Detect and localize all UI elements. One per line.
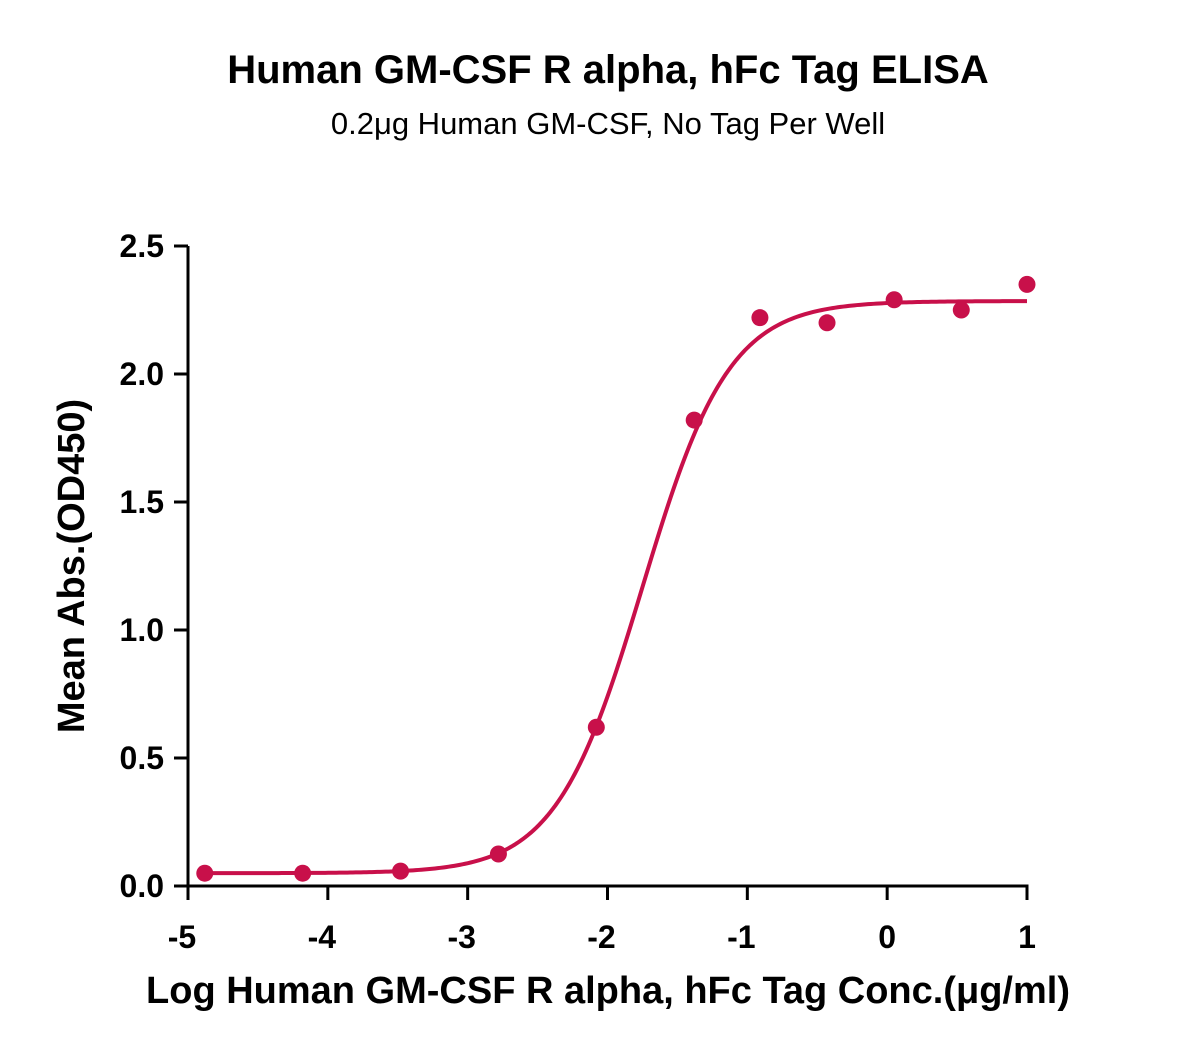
x-tick-label: -3 [447, 919, 475, 955]
y-axis: 0.0 0.5 1.0 1.5 2.0 2.5 [120, 228, 190, 904]
x-tick-label: -5 [168, 919, 196, 955]
data-point [1018, 275, 1036, 293]
x-tick-label: -1 [727, 919, 755, 955]
x-tick-label: 1 [1018, 919, 1036, 955]
y-tick-label: 1.5 [120, 484, 164, 520]
fit-curve [204, 299, 1028, 876]
data-point [952, 301, 970, 319]
chart-title: Human GM-CSF R alpha, hFc Tag ELISA [227, 48, 989, 92]
data-point [294, 864, 312, 882]
fit-curve-layer [204, 299, 1028, 876]
x-tick-label: -2 [587, 919, 615, 955]
x-tick-label: 0 [878, 919, 896, 955]
data-point [685, 411, 703, 429]
y-tick-label: 0.0 [120, 868, 164, 904]
data-point [818, 314, 836, 332]
y-tick-label: 2.0 [120, 356, 164, 392]
y-tick-label: 0.5 [120, 740, 164, 776]
y-tick-label: 1.0 [120, 612, 164, 648]
data-point [751, 309, 769, 327]
y-axis-label: Mean Abs.(OD450) [51, 399, 93, 733]
data-point [885, 291, 903, 309]
data-point [392, 862, 410, 880]
x-axis-label: Log Human GM-CSF R alpha, hFc Tag Conc.(… [146, 970, 1070, 1012]
y-tick-label: 2.5 [120, 228, 164, 264]
x-tick-label: -4 [308, 919, 337, 955]
data-points [196, 275, 1036, 882]
data-point [587, 718, 605, 736]
data-point [196, 864, 214, 882]
chart-subtitle: 0.2μg Human GM-CSF, No Tag Per Well [331, 106, 885, 141]
data-point [489, 845, 507, 863]
x-axis: -5 -4 -3 -2 -1 0 1 [168, 884, 1036, 955]
